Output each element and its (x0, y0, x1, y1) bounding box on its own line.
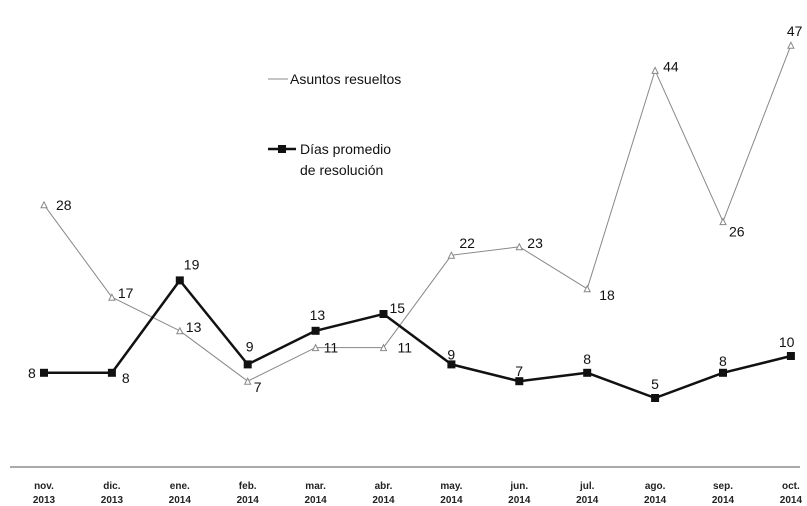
data-point (583, 368, 592, 377)
data-label: 23 (527, 235, 543, 251)
x-tick-label-month: abr. (375, 481, 393, 492)
x-tick-label-month: sep. (713, 481, 733, 492)
data-point (719, 368, 727, 377)
x-axis-tick-labels: nov. 2013 dic. 2013 ene. 2014 feb. 2014 mar. 2014… (33, 481, 803, 506)
data-label: 5 (651, 376, 659, 392)
data-point (719, 217, 727, 226)
legend-label-asuntos: Asuntos resueltos (290, 71, 401, 87)
data-label: 13 (310, 307, 326, 323)
series-line (44, 279, 792, 400)
data-label: 8 (28, 365, 36, 381)
data-point (107, 368, 116, 377)
x-tick-label-year: 2013 (33, 495, 56, 506)
x-tick-label-year: 2014 (712, 495, 735, 506)
x-tick-label-month: jun. (509, 481, 528, 492)
data-point (379, 343, 388, 352)
data-point (786, 352, 795, 360)
data-point (175, 326, 184, 335)
data-point (447, 251, 456, 259)
data-point (583, 284, 592, 293)
data-point (40, 368, 48, 377)
data-label: 8 (122, 370, 130, 386)
data-point (108, 293, 116, 301)
x-tick-label-year: 2013 (101, 495, 124, 506)
legend-item-dias: Días promedio de resolución (268, 141, 391, 178)
x-tick-label-month: dic. (103, 481, 120, 492)
data-label: 11 (398, 340, 413, 356)
data-point (379, 310, 388, 318)
data-label: 8 (719, 353, 727, 369)
x-tick-label-month: ago. (645, 481, 666, 492)
data-label: 22 (459, 235, 475, 251)
data-point (651, 394, 660, 402)
data-label: 8 (583, 351, 591, 367)
data-point (311, 326, 320, 335)
data-label: 19 (184, 256, 200, 272)
legend-item-asuntos: Asuntos resueltos (268, 71, 401, 87)
data-point (40, 200, 48, 209)
x-tick-label-year: 2014 (169, 495, 192, 506)
data-label: 28 (56, 197, 72, 213)
data-label: 10 (779, 334, 795, 350)
data-point (175, 276, 184, 285)
data-point (515, 377, 524, 386)
x-tick-label-month: feb. (239, 481, 257, 492)
x-tick-label-year: 2014 (372, 495, 395, 506)
x-tick-label-month: mar. (305, 481, 326, 492)
data-point (651, 66, 659, 74)
legend: Asuntos resueltos Días promedio de resol… (268, 71, 401, 178)
data-label: 17 (118, 285, 134, 301)
legend-label-dias-line2: de resolución (300, 162, 383, 178)
x-tick-label-month: may. (440, 481, 462, 492)
plot-area: 28 17 13 7 11 11 22 23 18 44 26 47 8 8 19 9 13 15 9 7 8 5 8 10 (28, 23, 803, 402)
legend-label-dias-line1: Días promedio (300, 141, 391, 157)
series-line (43, 45, 792, 382)
data-label: 47 (787, 23, 803, 39)
x-tick-label-year: 2014 (576, 495, 599, 506)
x-tick-label-month: ene. (170, 481, 190, 492)
data-point (311, 343, 320, 352)
x-tick-label-month: jul. (579, 481, 595, 492)
x-tick-label-month: oct. (782, 481, 800, 492)
x-tick-label-year: 2014 (644, 495, 667, 506)
data-label: 15 (390, 300, 406, 316)
data-label: 11 (324, 340, 339, 356)
data-label: 7 (515, 363, 523, 379)
x-tick-label-year: 2014 (237, 495, 260, 506)
data-point (787, 41, 795, 49)
data-label: 13 (186, 319, 202, 335)
data-label: 26 (729, 224, 745, 240)
data-label: 7 (254, 379, 262, 395)
data-point (447, 360, 456, 369)
data-point (515, 242, 524, 251)
data-point (243, 377, 252, 385)
x-tick-label-year: 2014 (780, 495, 803, 506)
x-tick-label-month: nov. (34, 481, 54, 492)
series-asuntos-resueltos: 28 17 13 7 11 11 22 23 18 44 26 47 (40, 23, 803, 395)
x-tick-label-year: 2014 (508, 495, 531, 506)
series-dias-promedio: 8 8 19 9 13 15 9 7 8 5 8 10 (28, 256, 795, 402)
data-point (243, 360, 252, 369)
data-label: 18 (599, 287, 615, 303)
x-tick-label-year: 2014 (304, 495, 327, 506)
data-label: 44 (663, 58, 679, 74)
data-label: 9 (447, 346, 455, 362)
legend-marker-dias (278, 145, 286, 153)
x-tick-label-year: 2014 (440, 495, 463, 506)
data-label: 9 (246, 338, 254, 354)
